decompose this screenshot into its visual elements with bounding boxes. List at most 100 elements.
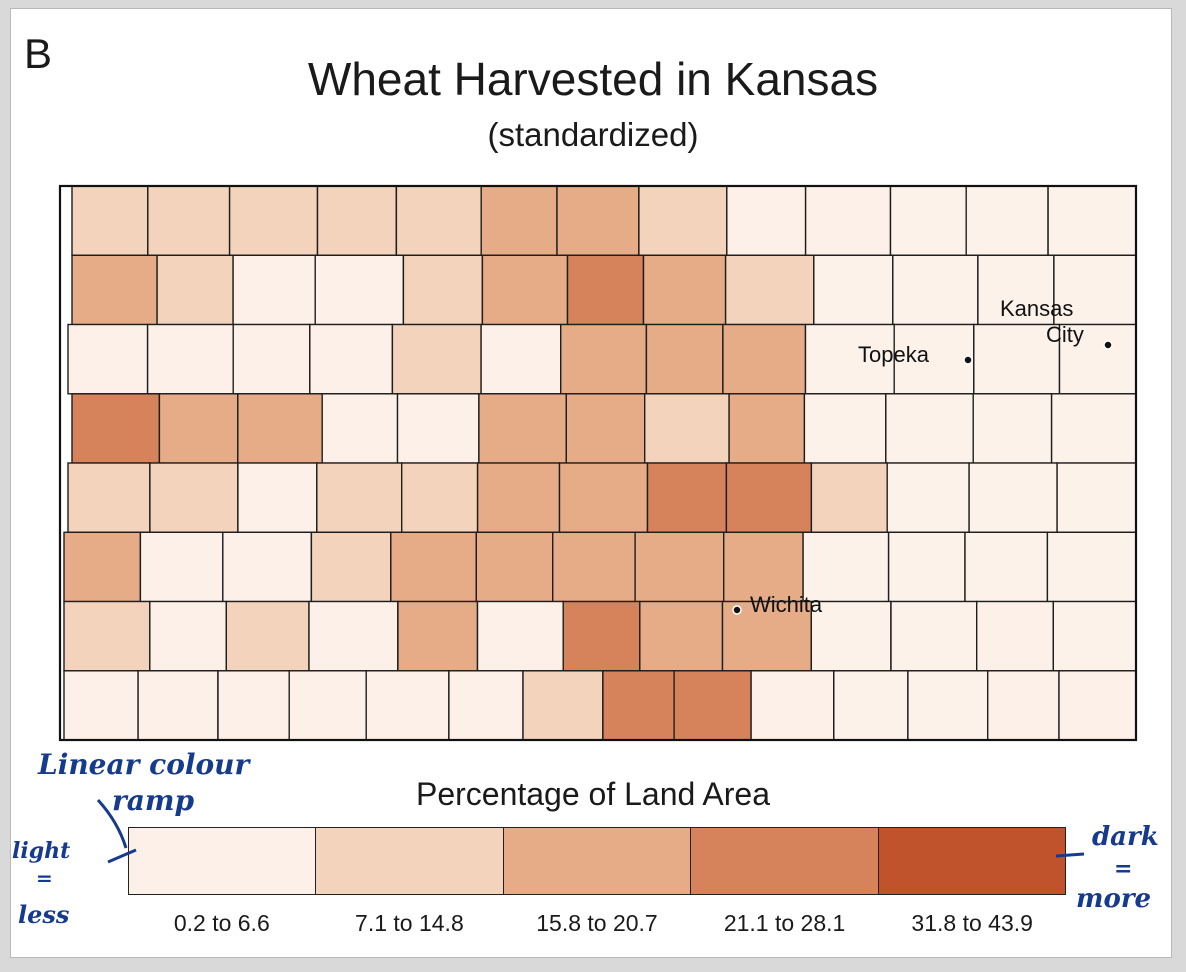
- county: [1046, 531, 1137, 603]
- legend-swatch: [878, 828, 1066, 894]
- legend-swatch: [691, 828, 879, 894]
- legend-label: 0.2 to 6.6: [173, 910, 270, 936]
- county: [886, 462, 970, 534]
- county: [480, 185, 558, 257]
- legend-label: 7.1 to 14.8: [355, 910, 464, 936]
- county: [724, 254, 815, 326]
- county: [644, 393, 730, 464]
- city-label: City: [1046, 322, 1084, 347]
- county: [907, 670, 989, 741]
- county: [71, 393, 161, 464]
- county: [976, 600, 1055, 672]
- legend-labels: 0.2 to 6.6 7.1 to 14.8 15.8 to 20.7 21.1…: [128, 910, 1066, 937]
- county: [137, 670, 219, 741]
- annotation-dark-eq: =: [1114, 856, 1133, 882]
- county: [639, 600, 724, 672]
- county: [885, 393, 974, 464]
- county: [804, 185, 892, 257]
- county: [67, 323, 149, 395]
- county: [565, 393, 646, 464]
- city-marker: [963, 355, 973, 365]
- county: [723, 531, 804, 603]
- county: [481, 254, 569, 326]
- county: [1058, 670, 1137, 741]
- county: [237, 393, 323, 464]
- county: [475, 531, 554, 603]
- county: [365, 670, 450, 741]
- county: [965, 185, 1049, 257]
- county: [478, 393, 567, 464]
- county: [725, 462, 813, 534]
- annotation-less-word: less: [18, 900, 70, 929]
- county: [314, 254, 405, 326]
- county: [566, 254, 645, 326]
- county: [237, 462, 318, 534]
- annotation-ramp-line2: ramp: [112, 784, 195, 817]
- county: [810, 600, 892, 672]
- county: [71, 185, 149, 257]
- county: [560, 323, 648, 395]
- city-marker: [1103, 340, 1113, 350]
- county: [1047, 185, 1137, 257]
- county: [316, 185, 398, 257]
- county: [750, 670, 835, 741]
- legend-label: 21.1 to 28.1: [723, 910, 846, 936]
- county: [67, 462, 151, 534]
- legend-swatch: [503, 828, 692, 894]
- county: [149, 600, 228, 672]
- county: [728, 393, 806, 464]
- county: [288, 670, 367, 741]
- legend-swatch: [316, 828, 504, 894]
- annotation-ramp-line1: Linear colour: [38, 748, 250, 781]
- county: [480, 323, 562, 395]
- county: [397, 600, 479, 672]
- county: [556, 185, 640, 257]
- county: [401, 462, 479, 534]
- county: [892, 254, 979, 326]
- county: [395, 185, 482, 257]
- county: [987, 670, 1060, 741]
- county: [390, 531, 477, 603]
- state-outline: [58, 184, 1138, 742]
- county: [310, 531, 392, 603]
- county: [1056, 462, 1137, 534]
- county: [402, 254, 484, 326]
- county: [309, 323, 394, 395]
- county: [146, 323, 235, 395]
- county: [149, 462, 239, 534]
- county: [1053, 254, 1137, 326]
- county: [968, 462, 1058, 534]
- county: [726, 185, 807, 257]
- county: [222, 531, 313, 603]
- legend-label: 15.8 to 20.7: [536, 910, 658, 936]
- county: [225, 600, 310, 672]
- county: [646, 462, 728, 534]
- annotation-dark-word: dark: [1092, 822, 1159, 852]
- panel-letter: B: [24, 30, 53, 77]
- county: [890, 600, 978, 672]
- county: [810, 462, 889, 534]
- city-label: Topeka: [858, 342, 930, 367]
- county: [391, 323, 482, 395]
- annotation-light-word: light: [12, 838, 71, 864]
- county: [645, 323, 724, 395]
- legend-label: 31.8 to 43.9: [911, 910, 1033, 936]
- county: [1050, 393, 1137, 464]
- county: [889, 185, 968, 257]
- county: [887, 531, 966, 603]
- county: [634, 531, 725, 603]
- county: [803, 393, 887, 464]
- county: [476, 600, 565, 672]
- legend-color-ramp: [128, 827, 1066, 895]
- county: [813, 254, 894, 326]
- county: [522, 670, 604, 741]
- annotation-more-word: more: [1076, 884, 1152, 914]
- county: [232, 323, 311, 395]
- map-subtitle: (standardized): [487, 116, 699, 153]
- county: [558, 462, 649, 534]
- county: [156, 254, 234, 326]
- county: [602, 670, 675, 741]
- map-title: Wheat Harvested in Kansas: [307, 53, 879, 105]
- county: [673, 670, 752, 741]
